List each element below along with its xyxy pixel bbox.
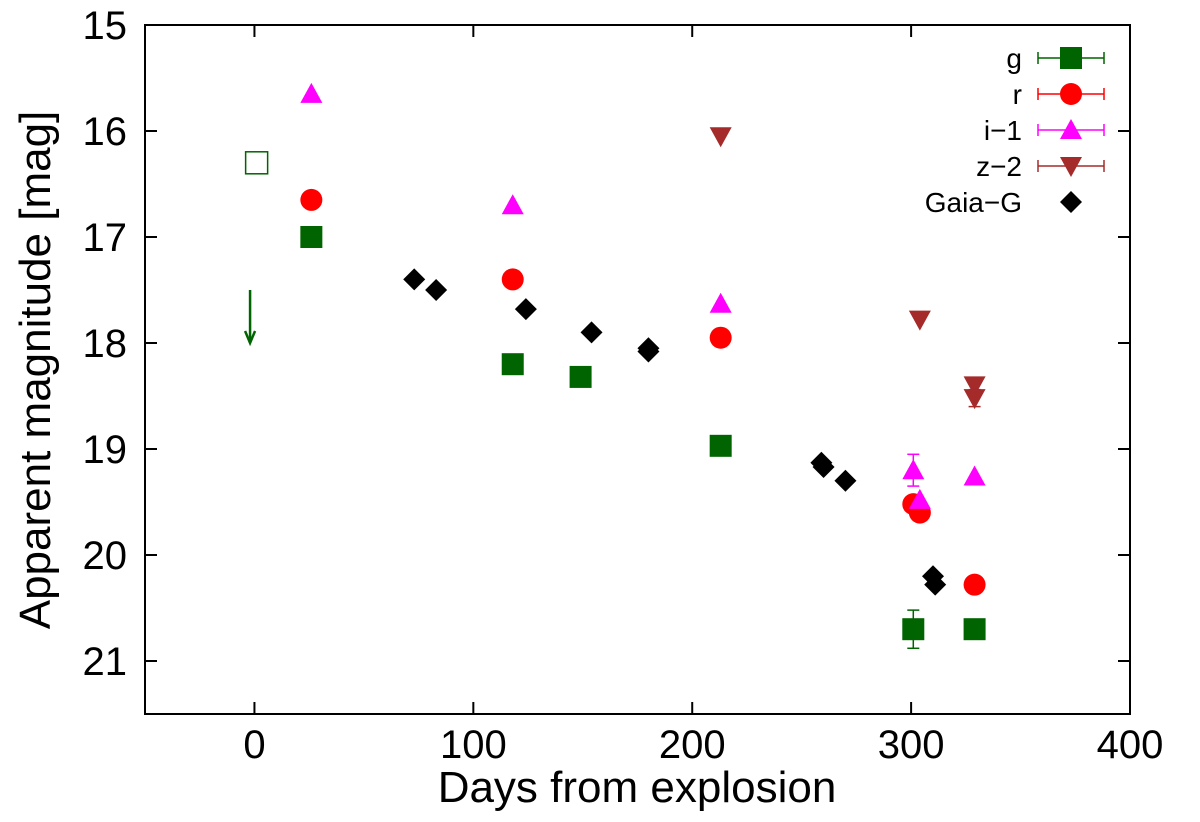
upper-limit-arrow-head: [243, 330, 257, 347]
plot-frame: [144, 24, 1131, 715]
y-tick-label: 18: [83, 322, 128, 366]
series-triangle-up-point: [963, 465, 986, 486]
legend-marker: [1060, 191, 1082, 213]
series-square-point: [569, 365, 592, 388]
y-tick-label: 19: [83, 428, 128, 472]
legend-label: i−1: [984, 115, 1022, 146]
y-tick-label: 15: [83, 4, 128, 48]
legend-label: r: [1013, 79, 1022, 110]
legend-label: g: [1006, 43, 1022, 74]
y-tick-label: 16: [83, 110, 128, 154]
legend: gr i−1 z−2 Gaia−G: [925, 43, 1105, 218]
series-diamond-point: [425, 279, 448, 301]
series-triangle-up-point: [902, 459, 925, 480]
series-triangle-down-point: [908, 310, 931, 331]
series-diamond-point: [580, 321, 603, 344]
series-circle-point: [501, 268, 524, 291]
series-square-point: [963, 618, 986, 641]
series-triangle-up-point: [501, 194, 524, 215]
y-axis-title: Apparent magnitude [mag]: [11, 111, 60, 630]
series-triangle-down-point: [963, 389, 986, 410]
legend-marker: [1060, 47, 1082, 69]
x-tick-label: 200: [659, 723, 726, 767]
series-triangle-up-point: [300, 82, 323, 103]
series-diamond-point: [403, 268, 426, 291]
series-diamond-point: [924, 573, 947, 596]
series-triangle-down-point: [709, 127, 732, 148]
series-square-point: [300, 226, 323, 248]
x-tick-label: 0: [243, 723, 265, 767]
series-circle-point: [963, 573, 986, 596]
series-diamond-point: [834, 469, 857, 492]
y-tick-label: 20: [83, 534, 128, 578]
legend-label: Gaia−G: [925, 187, 1022, 218]
series-triangle-down-point: [963, 376, 986, 397]
series-triangle-up-point: [709, 292, 732, 313]
series-square-point: [902, 618, 925, 641]
series-diamond-point: [812, 456, 835, 479]
x-axis-title: Days from explosion: [438, 763, 837, 812]
series-circle-point: [300, 188, 323, 211]
legend-marker: [1060, 157, 1082, 177]
x-tick-label: 300: [878, 723, 945, 767]
open-square-marker: [244, 151, 269, 175]
series-diamond-point: [514, 298, 537, 321]
legend-marker: [1060, 119, 1082, 139]
legend-marker: [1060, 83, 1082, 105]
y-tick-label: 21: [83, 640, 128, 684]
markers-layer: [243, 82, 986, 650]
x-tick-label: 400: [1097, 723, 1164, 767]
series-circle-point: [709, 326, 732, 349]
series-square-point: [501, 353, 524, 376]
series-diamond-point: [637, 340, 660, 363]
ticks-layer: 0 100 200 300 400 15 16 17 18 19 20 21: [83, 4, 1164, 767]
x-tick-label: 100: [440, 723, 507, 767]
series-triangle-up-point: [908, 488, 931, 509]
y-tick-label: 17: [83, 216, 128, 260]
series-square-point: [709, 434, 732, 457]
legend-label: z−2: [976, 151, 1022, 182]
